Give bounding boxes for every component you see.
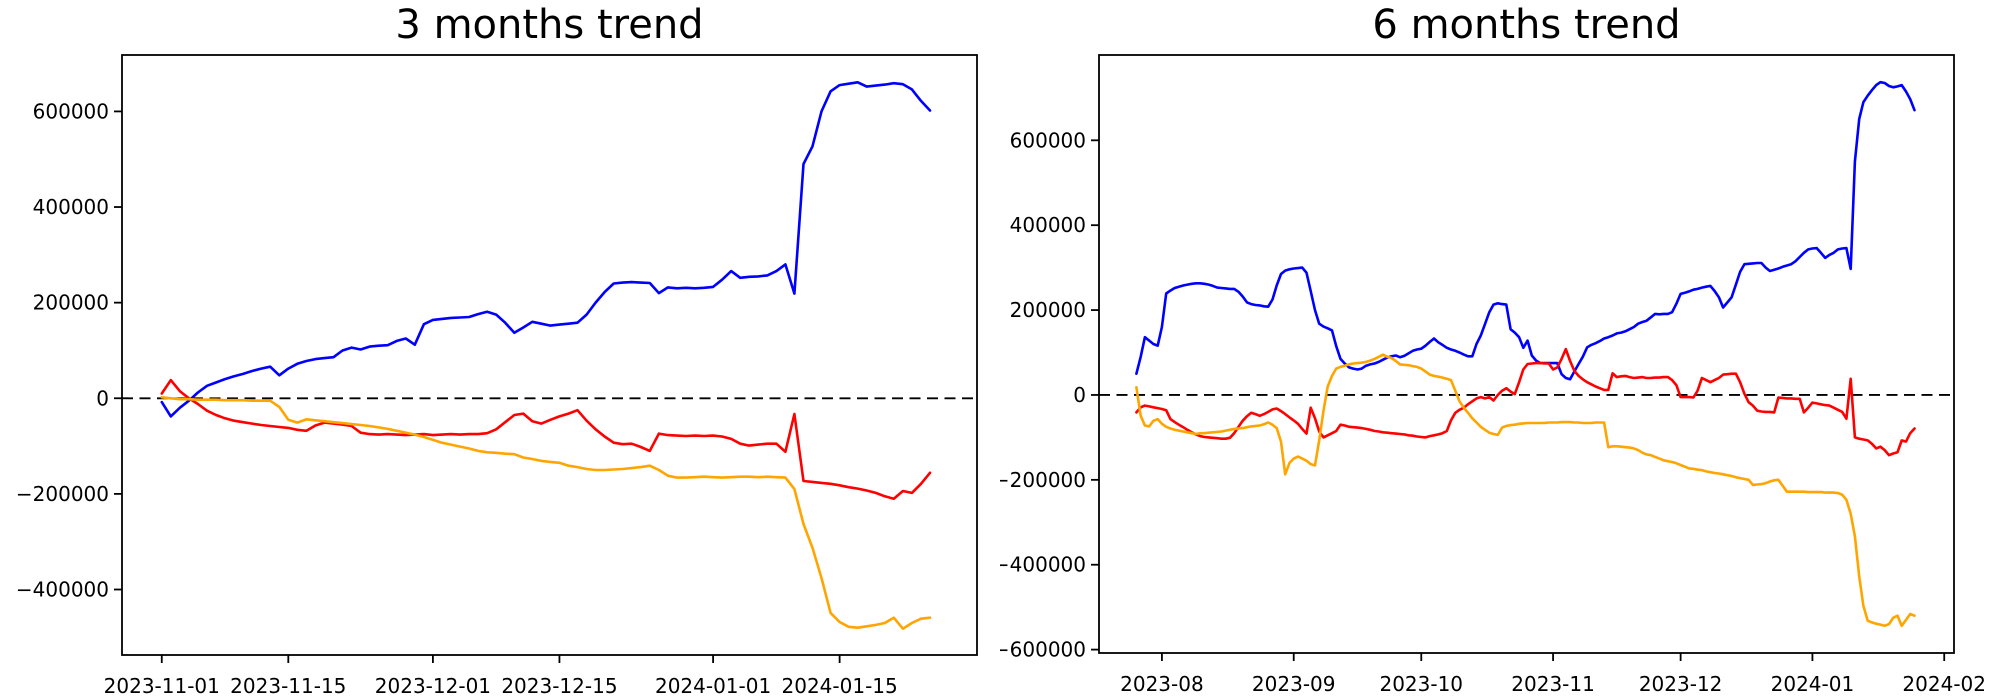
- x-tick-label: 2023-11: [1511, 672, 1595, 696]
- y-tick-label: −600000: [1000, 638, 1086, 662]
- red-trend-line: [1135, 347, 1916, 457]
- x-tick-label: 2023-12-15: [501, 674, 617, 698]
- plot-border: [121, 54, 978, 656]
- six-months-trend-plot: 600000 400000 200000 0 −200000 −400000 −600000…: [1000, 54, 1986, 696]
- x-tick-label: 2023-11-15: [230, 674, 346, 698]
- x-tick-label: 2023-12: [1639, 672, 1723, 696]
- chart-title-3-months: 3 months trend: [395, 2, 704, 48]
- y-tick-label: −400000: [16, 578, 109, 602]
- y-tick-label: 200000: [1010, 298, 1086, 322]
- y-tick-label: 400000: [33, 195, 109, 219]
- x-tick-label: 2023-12-01: [375, 674, 491, 698]
- blue-trend-line: [160, 81, 932, 418]
- y-tick-label: 0: [96, 386, 109, 410]
- orange-trend-line: [160, 395, 932, 631]
- blue-trend-line: [1135, 80, 1916, 381]
- x-tick-label: 2024-01-15: [782, 674, 898, 698]
- y-tick-label: 200000: [33, 291, 109, 315]
- x-tick-label: 2023-10: [1379, 672, 1463, 696]
- y-tick-label: −400000: [1000, 553, 1086, 577]
- plot-border: [1098, 54, 1955, 654]
- chart-title-6-months: 6 months trend: [1372, 2, 1681, 48]
- x-tick-label: 2023-09: [1252, 672, 1336, 696]
- x-tick-label: 2023-11-01: [104, 674, 220, 698]
- y-tick-label: 0: [1073, 383, 1086, 407]
- y-tick-label: −200000: [1000, 468, 1086, 492]
- red-trend-line: [160, 378, 932, 501]
- orange-trend-line: [1135, 353, 1916, 628]
- y-tick-label: 600000: [1010, 128, 1086, 152]
- x-tick-label: 2024-02: [1902, 672, 1986, 696]
- chart-6-months: 6 months trend 600000 400000 200000 0 −20000…: [1000, 0, 2000, 700]
- y-tick-label: 600000: [33, 99, 109, 123]
- x-tick-label: 2024-01-01: [655, 674, 771, 698]
- x-tick-label: 2023-08: [1120, 672, 1204, 696]
- y-tick-label: 400000: [1010, 213, 1086, 237]
- three-months-trend-plot: 600000 400000 200000 0 −200000 −400000 2023-11…: [16, 54, 978, 698]
- x-tick-label: 2024-01: [1771, 672, 1855, 696]
- chart-3-months: 3 months trend 600000 400000 200000 0 −20000…: [16, 2, 978, 698]
- y-tick-label: −200000: [16, 482, 109, 506]
